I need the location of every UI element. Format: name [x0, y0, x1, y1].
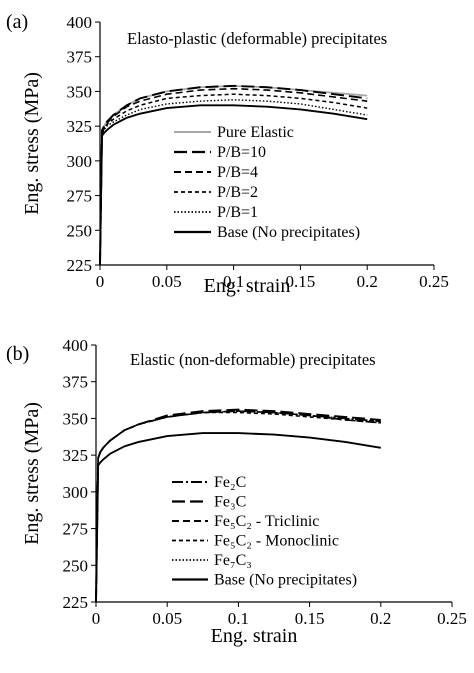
- p2-y-axis-label: Eng. stress (MPa): [21, 402, 43, 545]
- p2-series-line-4: [95, 411, 381, 603]
- p2-legend-label-1: Fe₂C: [214, 474, 246, 491]
- p1-legend-label-2: P/B=10: [217, 144, 266, 161]
- p2-legend-label-2: Fe₃C: [214, 494, 246, 511]
- p2-legend-label-4: Fe₅C₂ - Monoclinic: [214, 533, 339, 550]
- p2-y-tick-label: 350: [63, 409, 89, 428]
- p1-x-tick-label: 0.2: [357, 272, 378, 291]
- p1-legend-label-4: P/B=2: [217, 184, 258, 201]
- p2-y-tick-label: 250: [63, 556, 89, 575]
- p1-x-tick-label: 0.05: [152, 272, 182, 291]
- p1-legend-label-3: P/B=4: [217, 164, 258, 181]
- p1-series-line-6: [99, 104, 368, 266]
- p2-legend-label-6: Base (No precipitates): [214, 572, 357, 589]
- p1-x-tick-label: 0: [96, 272, 105, 291]
- p1-panel-label: (a): [6, 11, 28, 33]
- p1-y-tick-label: 325: [67, 117, 93, 136]
- p1-series-line-2: [99, 84, 368, 266]
- p2-series-line-6: [95, 432, 381, 603]
- p2-legend-label-3: Fe₅C₂ - Triclinic: [214, 513, 319, 530]
- p2-x-tick-label: 0.15: [295, 609, 325, 628]
- p1-legend-label-1: Pure Elastic: [217, 124, 294, 141]
- p2-panel-label: (b): [6, 343, 29, 365]
- p2-legend-label-5: Fe₇C₃: [214, 552, 252, 569]
- p1-y-tick-label: 250: [67, 221, 93, 240]
- p2-series-line-5: [95, 410, 381, 603]
- p1-y-tick-label: 375: [67, 48, 93, 67]
- p1-legend-label-6: Base (No precipitates): [217, 224, 360, 241]
- p1-series-line-5: [99, 99, 368, 266]
- p1-y-axis-label: Eng. stress (MPa): [21, 72, 43, 215]
- p2-x-tick-label: 0.1: [228, 609, 249, 628]
- p1-series-line-3: [99, 87, 368, 266]
- p2-y-tick-label: 325: [63, 446, 89, 465]
- p1-chart-title: Elasto-plastic (deformable) precipitates: [127, 29, 387, 48]
- p1-y-tick-label: 225: [67, 256, 93, 275]
- p1-legend-label-5: P/B=1: [217, 204, 258, 221]
- p1-y-tick-label: 275: [67, 187, 93, 206]
- p2-x-tick-label: 0.05: [152, 609, 182, 628]
- p1-x-tick-label: 0.1: [223, 272, 244, 291]
- p2-y-tick-label: 225: [63, 593, 89, 612]
- p2-x-tick-label: 0: [92, 609, 101, 628]
- p1-x-tick-label: 0.15: [286, 272, 316, 291]
- p1-series-line-4: [99, 93, 368, 266]
- p2-y-tick-label: 375: [63, 373, 89, 392]
- p2-chart-title: Elastic (non-deformable) precipitates: [130, 350, 376, 369]
- p1-y-tick-label: 400: [67, 13, 93, 32]
- p1-x-axis-label: Eng. strain: [204, 275, 291, 297]
- p2-y-tick-label: 400: [63, 336, 89, 355]
- p2-y-tick-label: 300: [63, 483, 89, 502]
- p2-x-tick-label: 0.2: [370, 609, 391, 628]
- p1-y-tick-label: 300: [67, 152, 93, 171]
- p2-y-tick-label: 275: [63, 520, 89, 539]
- p2-x-tick-label: 0.25: [437, 609, 467, 628]
- p2-x-axis-label: Eng. strain: [211, 625, 298, 647]
- p1-y-tick-label: 350: [67, 82, 93, 101]
- p1-x-tick-label: 0.25: [419, 272, 449, 291]
